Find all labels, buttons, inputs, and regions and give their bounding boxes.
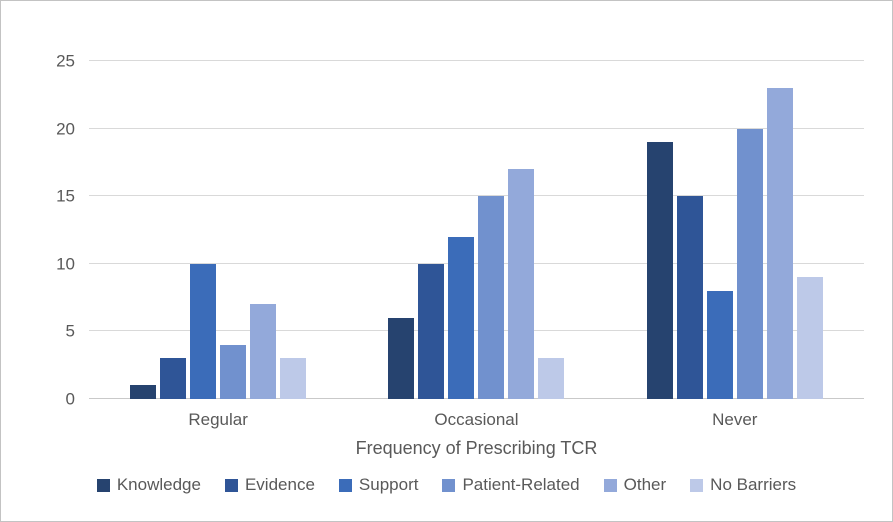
legend-label: Evidence (244, 475, 315, 494)
legend-item-evidence: Evidence (224, 475, 315, 495)
gridline (89, 127, 864, 129)
legend: Knowledge Evidence Support Patient-Related O… (1, 475, 892, 495)
bar-no-barriers-regular (280, 358, 307, 399)
bar-patient-related-occasional (478, 196, 505, 399)
gridline (89, 60, 864, 61)
legend-item-support: Support (338, 475, 419, 495)
legend-marker-icon (603, 478, 617, 492)
plot-area: Regular Occasional Never (89, 60, 864, 429)
legend-marker-icon (338, 478, 352, 492)
y-tick-label: 0 (65, 389, 75, 409)
legend-label: No Barriers (710, 475, 797, 494)
legend-label: Other (623, 475, 667, 494)
legend-marker-icon (96, 478, 110, 492)
bar-group-occasional: Occasional (388, 61, 565, 429)
bar-group-never: Never (646, 61, 823, 429)
bar-groups: Regular Occasional Never (89, 61, 864, 429)
legend-marker-icon (690, 478, 704, 492)
bar-support-occasional (448, 236, 475, 399)
y-tick-label: 25 (56, 51, 75, 71)
bar-evidence-occasional (418, 263, 445, 399)
x-category-label-never: Never (712, 410, 758, 429)
x-axis-line (89, 398, 864, 399)
legend-label: Support (358, 475, 419, 494)
legend-item-other: Other (603, 475, 667, 495)
legend-label: Patient-Related (462, 475, 580, 494)
y-tick-label: 20 (56, 119, 75, 139)
gridline (89, 195, 864, 197)
legend-item-patient-related: Patient-Related (442, 475, 580, 495)
bar-other-never (766, 88, 793, 399)
y-tick-label: 10 (56, 254, 75, 274)
y-tick-label: 5 (65, 321, 75, 341)
legend-label: Knowledge (116, 475, 201, 494)
bar-evidence-never (676, 196, 703, 399)
x-category-label-occasional: Occasional (434, 410, 519, 429)
legend-marker-icon (224, 478, 238, 492)
gridline (89, 330, 864, 332)
bar-knowledge-regular (130, 385, 157, 399)
bar-other-regular (250, 304, 277, 399)
bar-group-regular: Regular (130, 61, 307, 429)
bar-no-barriers-never (796, 277, 823, 399)
bar-knowledge-occasional (388, 317, 415, 399)
bar-other-occasional (508, 169, 535, 399)
bar-knowledge-never (646, 142, 673, 399)
gridline (89, 262, 864, 264)
y-tick-label: 15 (56, 186, 75, 206)
bar-patient-related-regular (220, 344, 247, 399)
legend-marker-icon (442, 478, 456, 492)
y-axis: 0 5 10 15 20 25 (1, 53, 75, 408)
bar-evidence-regular (160, 358, 187, 399)
x-category-label-regular: Regular (188, 410, 248, 429)
x-axis-title: Frequency of Prescribing TCR (355, 438, 598, 458)
bar-support-never (706, 290, 733, 399)
legend-item-no-barriers: No Barriers (690, 475, 796, 495)
bar-no-barriers-occasional (538, 358, 565, 399)
bar-support-regular (190, 263, 217, 399)
bar-patient-related-never (736, 128, 763, 399)
legend-item-knowledge: Knowledge (96, 475, 201, 495)
